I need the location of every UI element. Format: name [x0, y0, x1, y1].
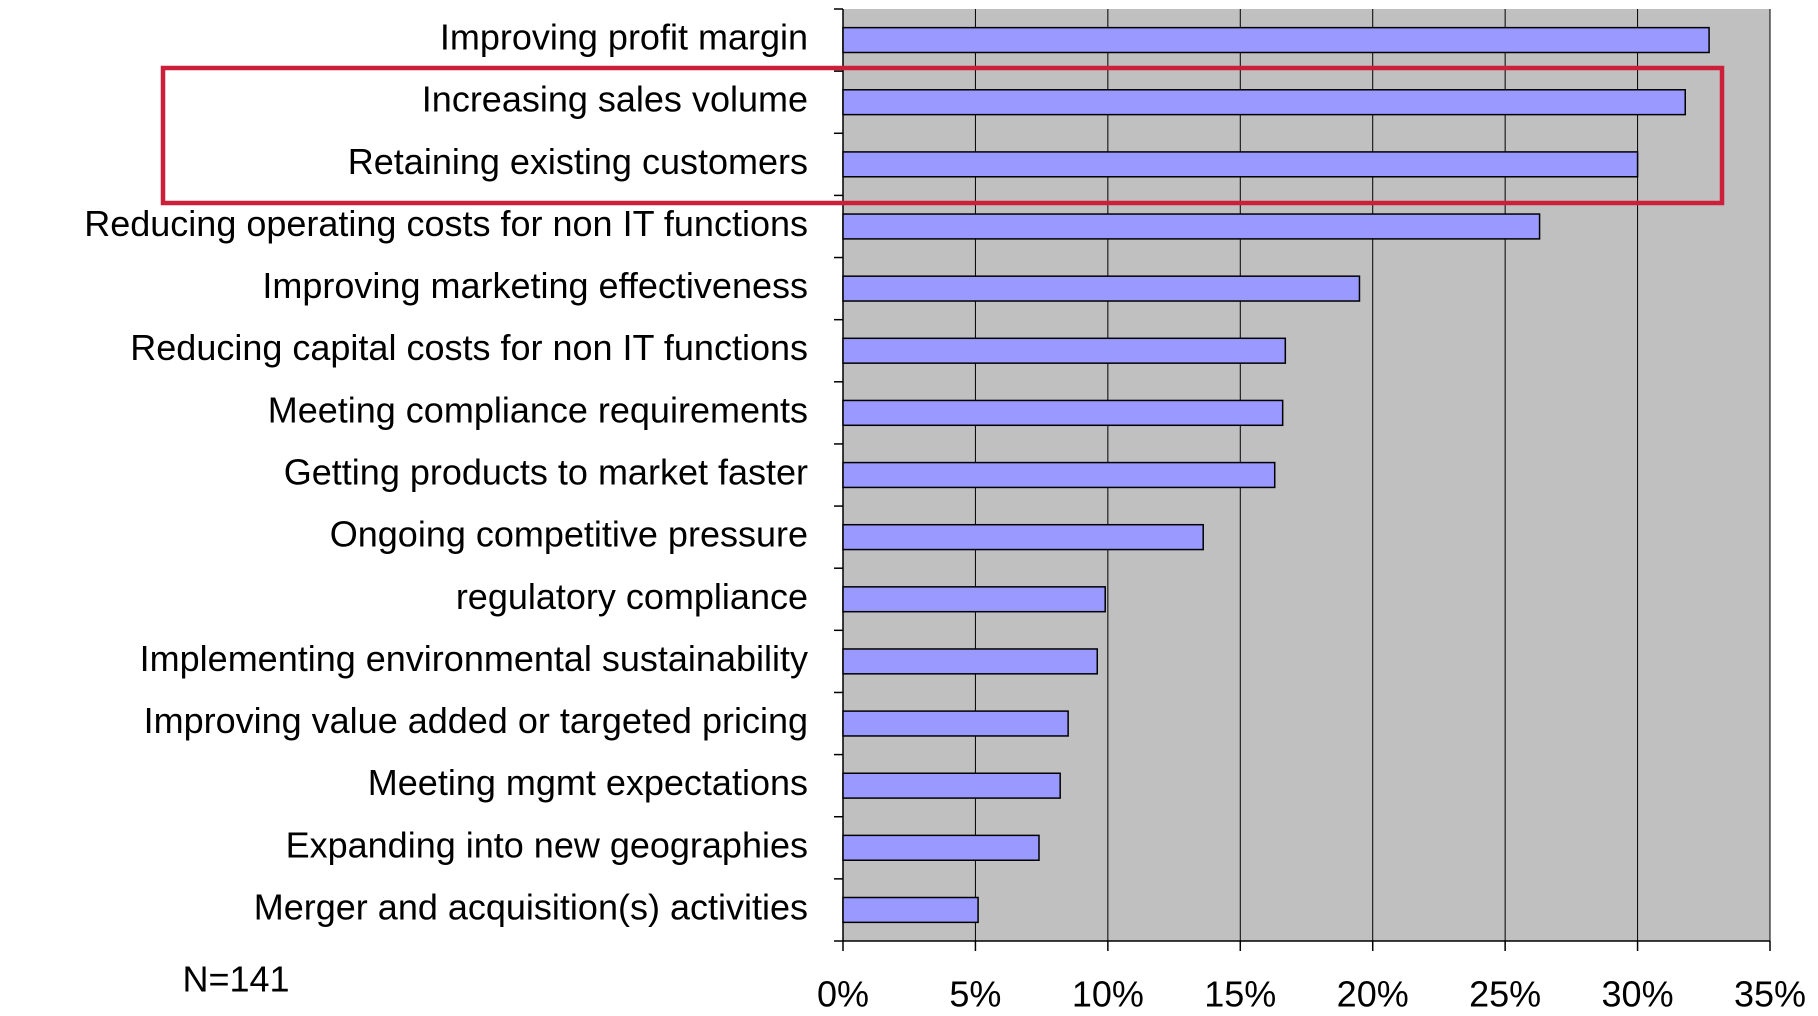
x-tick-label: 15%: [1204, 974, 1276, 1015]
y-tick-label: Improving marketing effectiveness: [262, 265, 808, 306]
bar: [842, 151, 1639, 178]
y-tick-label: Meeting compliance requirements: [268, 389, 808, 430]
x-tick-label: 20%: [1337, 974, 1409, 1015]
x-tick-label: 5%: [949, 974, 1001, 1015]
y-tick-label: Meeting mgmt expectations: [368, 762, 808, 803]
y-tick-label: Expanding into new geographies: [286, 824, 808, 865]
y-tick-label: Improving value added or targeted pricin…: [144, 700, 808, 741]
y-tick-label: Getting products to market faster: [284, 452, 808, 493]
bar: [842, 26, 1710, 54]
bar: [842, 772, 1061, 799]
bar: [842, 586, 1106, 613]
y-tick-label: Increasing sales volume: [422, 79, 808, 120]
x-tick-label: 30%: [1602, 974, 1674, 1015]
bar: [842, 275, 1361, 302]
bar: [842, 896, 979, 924]
y-tick-label: Ongoing competitive pressure: [330, 514, 808, 555]
y-tick-label: regulatory compliance: [456, 576, 808, 617]
bar: [842, 399, 1284, 427]
bar: [842, 461, 1276, 489]
y-tick-label: Improving profit margin: [440, 17, 808, 58]
y-tick-label: Reducing capital costs for non IT functi…: [130, 327, 808, 368]
y-tick-label: Implementing environmental sustainabilit…: [140, 638, 808, 679]
bar: [842, 710, 1069, 737]
bar: [842, 89, 1686, 116]
annotation: N=141: [182, 959, 289, 1000]
bar: [842, 648, 1099, 675]
x-tick-label: 35%: [1734, 974, 1806, 1015]
bar: [842, 834, 1040, 861]
bar: [842, 523, 1204, 551]
x-tick-label: 0%: [817, 974, 869, 1015]
y-tick-label: Merger and acquisition(s) activities: [254, 886, 808, 927]
y-tick-label: Retaining existing customers: [348, 141, 808, 182]
x-tick-label: 25%: [1469, 974, 1541, 1015]
bar: [842, 337, 1287, 364]
bar: [842, 213, 1541, 240]
highlight-box: [160, 65, 1725, 206]
y-tick-label: Reducing operating costs for non IT func…: [84, 203, 808, 244]
x-tick-label: 10%: [1072, 974, 1144, 1015]
